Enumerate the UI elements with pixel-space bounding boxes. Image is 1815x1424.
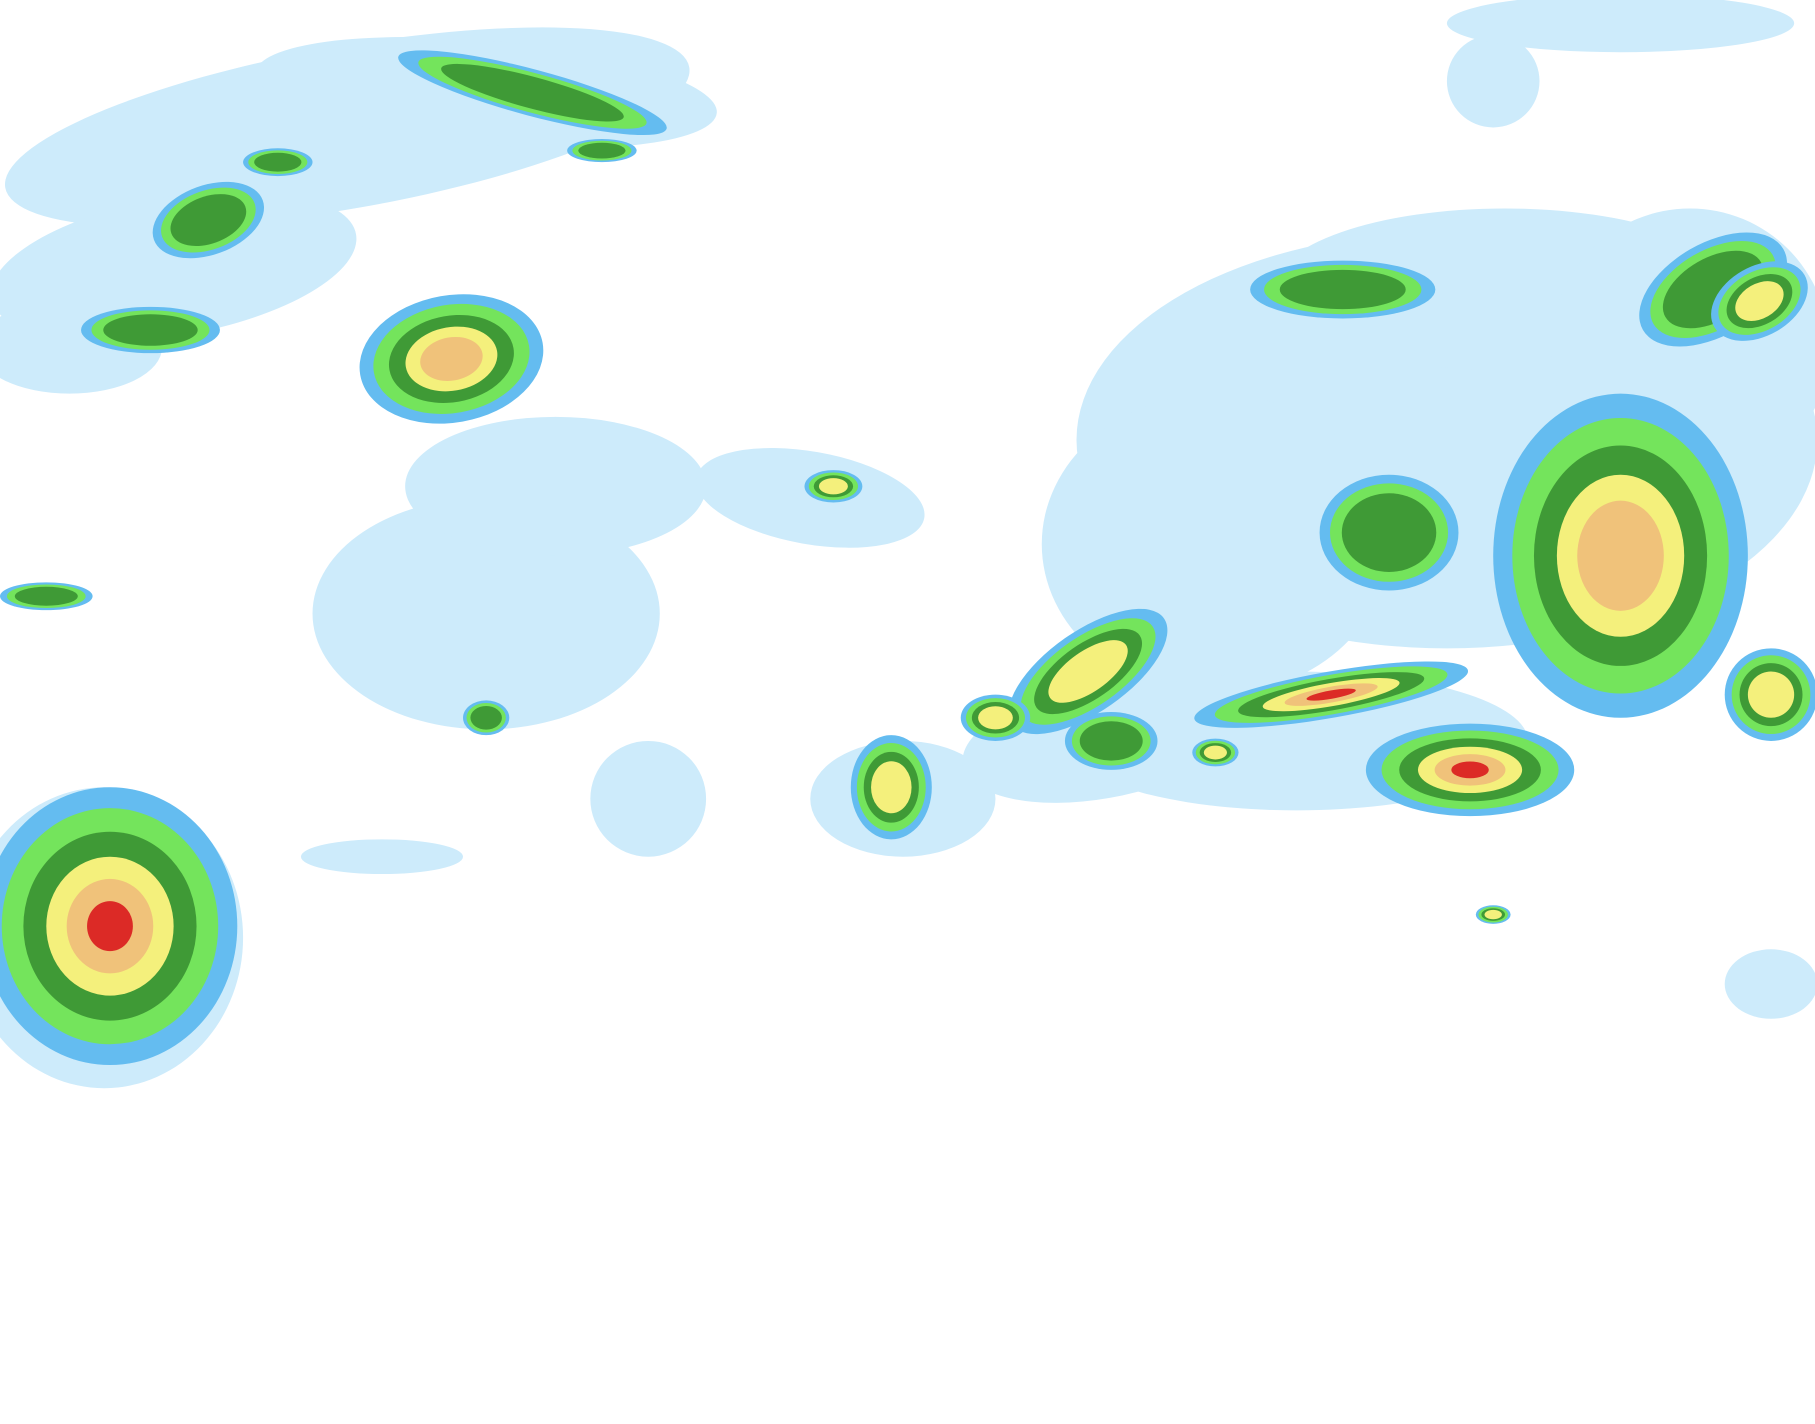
very-heavy-rain [1203,745,1227,760]
heavy-rain [1279,269,1406,310]
heavy-rain [254,152,302,172]
light-rain [1446,0,1795,53]
very-heavy-rain [1747,671,1795,718]
heavy-rain [578,142,626,159]
light-rain [695,448,925,548]
very-heavy-rain [978,706,1013,730]
heavy-rain [441,63,624,122]
light-rain [312,497,660,730]
very-heavy-rain [1048,640,1128,703]
intense-rain [420,336,483,381]
very-heavy-rain [818,478,848,495]
light-rain [590,740,707,857]
intense-rain [1577,500,1664,611]
extreme-rain [1306,688,1356,701]
extreme-rain [87,901,133,952]
very-heavy-rain [1484,909,1502,920]
heavy-rain [170,194,247,247]
heavy-rain [14,586,78,606]
storm-layer [0,50,1815,1066]
light-rain [300,839,464,875]
heavy-rain [103,314,198,346]
light-rain [1724,949,1815,1019]
heavy-rain [1341,493,1437,572]
extreme-rain [1451,761,1489,779]
heavy-rain [1079,721,1143,761]
very-heavy-rain [1735,281,1784,321]
light-rain [405,416,707,556]
heavy-rain [470,705,502,730]
very-heavy-rain [871,761,912,814]
light-rain [1446,34,1540,128]
